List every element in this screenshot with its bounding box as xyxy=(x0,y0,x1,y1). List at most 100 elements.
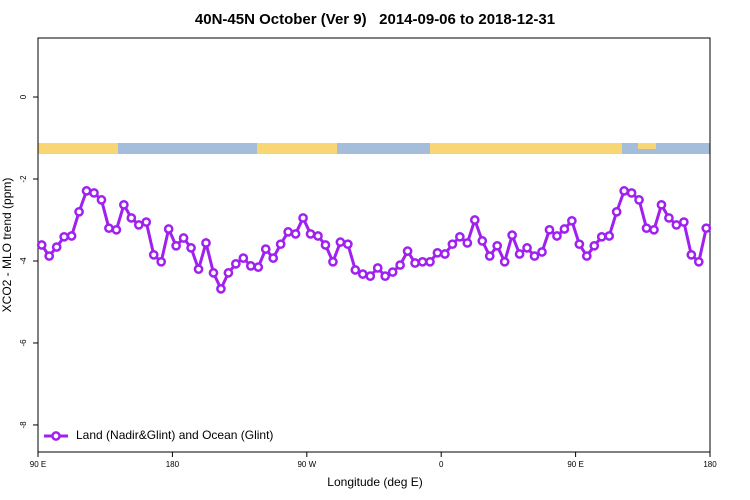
y-tick-label: -4 xyxy=(19,257,28,265)
data-point xyxy=(44,251,55,261)
data-point xyxy=(469,215,480,225)
data-point xyxy=(432,247,443,258)
data-point xyxy=(365,271,376,282)
data-point xyxy=(238,253,249,263)
chart-title: 40N-45N October (Ver 9) 2014-09-06 to 20… xyxy=(195,11,555,28)
data-point xyxy=(320,240,331,250)
data-point xyxy=(574,239,585,250)
x-tick-label: 180 xyxy=(166,460,180,469)
data-point xyxy=(656,199,667,210)
data-point xyxy=(492,240,503,251)
data-point xyxy=(178,233,189,243)
data-point xyxy=(275,239,286,250)
data-point xyxy=(305,229,316,239)
data-point xyxy=(410,258,420,268)
data-point xyxy=(216,284,226,294)
data-point xyxy=(268,253,279,263)
data-point xyxy=(417,256,428,267)
data-point xyxy=(66,231,77,241)
x-tick-label: 0 xyxy=(439,460,444,469)
x-tick-label: 90 E xyxy=(30,460,46,469)
data-point xyxy=(514,249,525,259)
data-point xyxy=(372,263,383,273)
data-point xyxy=(522,243,532,253)
data-point xyxy=(484,251,495,261)
data-point xyxy=(619,186,629,196)
data-point xyxy=(357,269,368,279)
data-point xyxy=(96,195,107,205)
x-tick-label: 90 W xyxy=(297,460,316,469)
data-point xyxy=(298,213,308,223)
x-tick-label: 180 xyxy=(703,460,717,469)
data-point xyxy=(141,217,152,227)
data-point xyxy=(581,251,592,261)
x-axis-label: Longitude (deg E) xyxy=(327,475,422,489)
data-point xyxy=(104,223,114,234)
data-point xyxy=(387,267,398,277)
data-point xyxy=(59,231,69,242)
data-point xyxy=(163,224,174,234)
data-point xyxy=(402,246,413,256)
y-tick-label: -6 xyxy=(19,339,28,347)
data-point xyxy=(343,239,353,250)
data-point xyxy=(126,213,137,223)
data-point xyxy=(133,220,144,230)
data-point xyxy=(559,224,570,234)
data-point xyxy=(245,261,256,271)
data-point xyxy=(313,231,323,241)
data-point xyxy=(89,188,99,198)
data-point xyxy=(223,268,234,278)
data-point xyxy=(544,224,555,235)
data-point xyxy=(671,220,682,230)
data-point xyxy=(425,256,435,267)
data-point xyxy=(537,247,547,257)
data-point xyxy=(81,186,92,196)
data-point xyxy=(395,260,405,270)
data-point xyxy=(290,229,301,239)
data-point xyxy=(208,268,219,278)
data-point xyxy=(74,206,84,217)
y-tick-label: 0 xyxy=(19,94,28,99)
data-point xyxy=(328,256,338,267)
data-point xyxy=(156,256,167,267)
data-point xyxy=(51,242,62,252)
data-point xyxy=(499,256,510,267)
data-point xyxy=(507,230,517,241)
data-point xyxy=(253,262,264,272)
data-point xyxy=(477,236,488,246)
data-point xyxy=(201,238,211,248)
data-point xyxy=(686,249,697,260)
y-axis-label: XCO2 - MLO trend (ppm) xyxy=(0,178,14,313)
y-tick-label: -2 xyxy=(19,175,28,183)
data-point xyxy=(552,231,562,241)
data-point xyxy=(701,223,712,234)
data-point xyxy=(231,259,241,269)
data-point xyxy=(440,249,450,259)
data-point xyxy=(171,240,181,251)
land-ocean-band xyxy=(38,143,710,154)
data-point xyxy=(186,243,196,253)
legend-label: Land (Nadir&Glint) and Ocean (Glint) xyxy=(76,428,273,442)
data-point xyxy=(111,224,122,235)
data-point xyxy=(589,240,600,251)
data-point xyxy=(649,224,659,235)
data-point xyxy=(455,231,465,242)
ocean-band xyxy=(38,143,710,154)
land-band xyxy=(638,143,656,149)
data-point xyxy=(119,199,129,210)
data-point xyxy=(664,213,674,223)
data-point xyxy=(260,244,271,254)
x-tick-label: 90 E xyxy=(567,460,583,469)
data-point xyxy=(679,217,689,227)
land-band xyxy=(38,143,118,154)
data-point xyxy=(447,239,458,250)
data-point xyxy=(641,223,652,234)
data-point xyxy=(693,256,704,267)
data-point xyxy=(350,265,361,275)
data-point xyxy=(148,249,159,260)
data-point xyxy=(335,237,346,247)
data-point xyxy=(634,195,644,205)
data-point xyxy=(283,227,293,237)
data-point xyxy=(626,188,637,198)
